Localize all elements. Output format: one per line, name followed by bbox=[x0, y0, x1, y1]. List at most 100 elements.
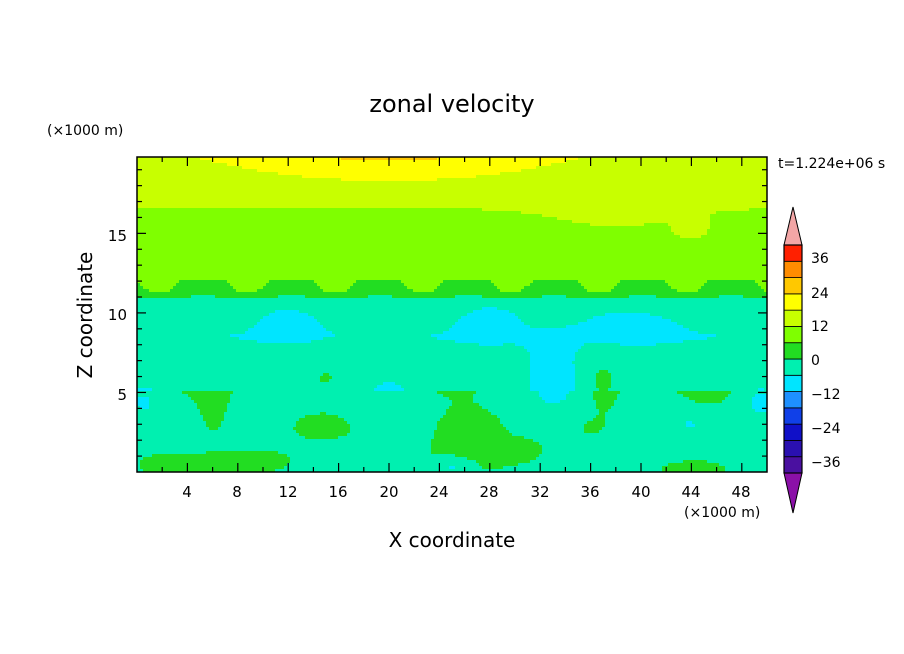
field-cell bbox=[305, 199, 308, 202]
field-cell bbox=[452, 184, 455, 187]
field-cell bbox=[641, 220, 644, 223]
field-cell bbox=[359, 163, 362, 166]
field-cell bbox=[218, 220, 221, 223]
field-cell bbox=[293, 187, 296, 190]
field-cell bbox=[227, 169, 230, 172]
field-cell bbox=[683, 217, 686, 220]
field-cell bbox=[638, 181, 641, 184]
field-cell bbox=[641, 223, 644, 226]
field-cell bbox=[182, 178, 185, 181]
field-cell bbox=[158, 163, 161, 166]
field-cell bbox=[239, 172, 242, 175]
field-cell bbox=[197, 202, 200, 205]
field-cell bbox=[170, 211, 173, 214]
field-cell bbox=[737, 220, 740, 223]
field-cell bbox=[401, 187, 404, 190]
field-cell bbox=[335, 214, 338, 217]
field-cell bbox=[284, 184, 287, 187]
field-cell bbox=[575, 178, 578, 181]
field-cell bbox=[359, 208, 362, 211]
field-cell bbox=[572, 205, 575, 208]
field-cell bbox=[488, 196, 491, 199]
field-cell bbox=[470, 211, 473, 214]
field-cell bbox=[680, 223, 683, 226]
field-cell bbox=[602, 199, 605, 202]
field-cell bbox=[452, 169, 455, 172]
field-cell bbox=[365, 199, 368, 202]
field-cell bbox=[227, 172, 230, 175]
field-cell bbox=[377, 160, 380, 163]
field-cell bbox=[749, 220, 752, 223]
field-cell bbox=[539, 187, 542, 190]
field-cell bbox=[698, 190, 701, 193]
field-cell bbox=[194, 202, 197, 205]
field-cell bbox=[626, 181, 629, 184]
field-cell bbox=[644, 169, 647, 172]
field-cell bbox=[578, 223, 581, 226]
field-cell bbox=[467, 214, 470, 217]
field-cell bbox=[656, 199, 659, 202]
field-cell bbox=[506, 202, 509, 205]
field-cell bbox=[674, 172, 677, 175]
field-cell bbox=[275, 202, 278, 205]
field-cell bbox=[191, 223, 194, 226]
field-cell bbox=[251, 187, 254, 190]
field-cell bbox=[617, 184, 620, 187]
field-cell bbox=[410, 217, 413, 220]
field-cell bbox=[422, 181, 425, 184]
field-cell bbox=[752, 202, 755, 205]
field-cell bbox=[689, 166, 692, 169]
field-cell bbox=[344, 214, 347, 217]
field-cell bbox=[578, 211, 581, 214]
field-cell bbox=[200, 220, 203, 223]
field-cell bbox=[644, 175, 647, 178]
field-cell bbox=[317, 175, 320, 178]
field-cell bbox=[467, 226, 470, 229]
field-cell bbox=[689, 223, 692, 226]
field-cell bbox=[653, 193, 656, 196]
field-cell bbox=[257, 172, 260, 175]
field-cell bbox=[455, 226, 458, 229]
field-cell bbox=[188, 199, 191, 202]
field-cell bbox=[275, 214, 278, 217]
field-cell bbox=[317, 202, 320, 205]
field-cell bbox=[314, 208, 317, 211]
field-cell bbox=[260, 169, 263, 172]
field-cell bbox=[362, 184, 365, 187]
field-cell bbox=[311, 184, 314, 187]
field-cell bbox=[560, 208, 563, 211]
field-cell bbox=[392, 178, 395, 181]
field-cell bbox=[584, 223, 587, 226]
field-cell bbox=[338, 190, 341, 193]
field-cell bbox=[461, 175, 464, 178]
field-cell bbox=[281, 187, 284, 190]
field-cell bbox=[665, 193, 668, 196]
field-cell bbox=[467, 193, 470, 196]
field-cell bbox=[761, 220, 764, 223]
field-cell bbox=[380, 193, 383, 196]
field-cell bbox=[476, 169, 479, 172]
field-cell bbox=[278, 181, 281, 184]
field-cell bbox=[215, 184, 218, 187]
field-cell bbox=[326, 187, 329, 190]
field-cell bbox=[155, 202, 158, 205]
field-cell bbox=[383, 199, 386, 202]
field-cell bbox=[374, 226, 377, 229]
field-cell bbox=[644, 172, 647, 175]
field-cell bbox=[473, 175, 476, 178]
field-cell bbox=[470, 184, 473, 187]
field-cell bbox=[632, 205, 635, 208]
field-cell bbox=[527, 220, 530, 223]
field-cell bbox=[176, 166, 179, 169]
field-cell bbox=[515, 169, 518, 172]
field-cell bbox=[668, 172, 671, 175]
field-cell bbox=[545, 172, 548, 175]
field-cell bbox=[371, 160, 374, 163]
field-cell bbox=[539, 190, 542, 193]
field-cell bbox=[302, 163, 305, 166]
field-cell bbox=[389, 214, 392, 217]
field-cell bbox=[482, 211, 485, 214]
field-cell bbox=[248, 199, 251, 202]
field-cell bbox=[314, 196, 317, 199]
field-cell bbox=[293, 181, 296, 184]
